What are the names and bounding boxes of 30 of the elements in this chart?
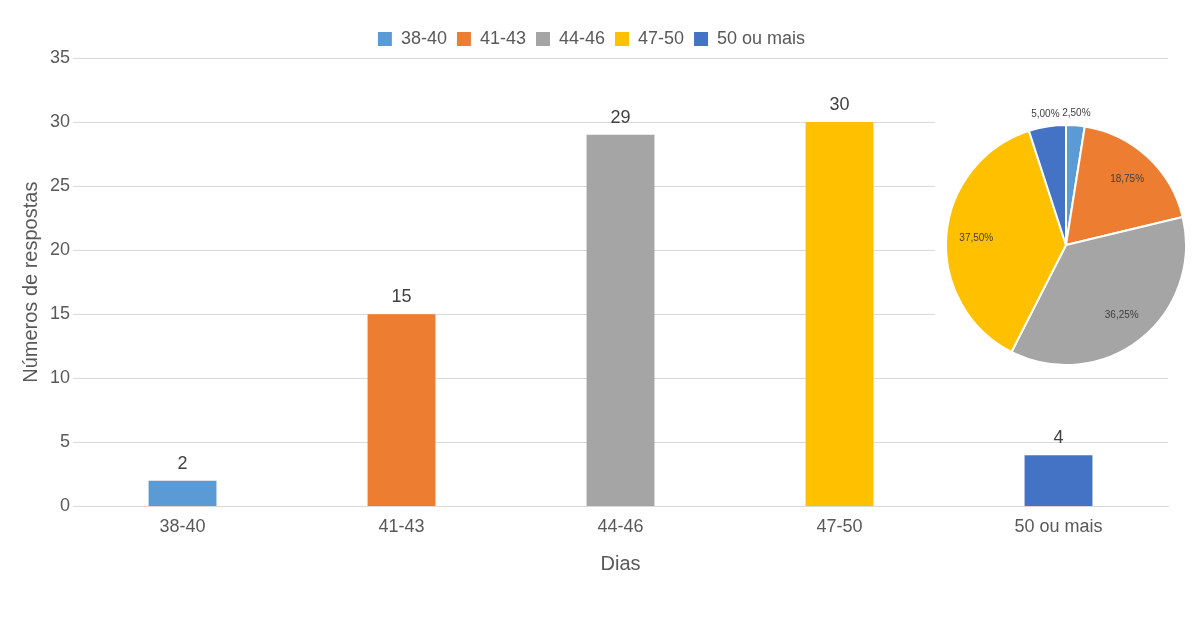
data-label: 18,75% [1110, 172, 1145, 184]
x-tick-label: 41-43 [378, 516, 425, 537]
y-tick-label: 35 [49, 46, 71, 67]
legend-label: 47-50 [638, 27, 685, 48]
x-tick-label: 50 ou mais [1014, 516, 1103, 537]
legend-label: 44-46 [558, 27, 606, 48]
data-label: 5,00% [1031, 108, 1060, 120]
x-tick-label: 44-46 [597, 516, 644, 537]
data-label: 2,50% [1062, 107, 1091, 119]
data-label: 4 [1053, 427, 1064, 448]
y-tick-label: 10 [49, 367, 71, 388]
x-tick-label: 38-40 [159, 516, 206, 537]
legend-label: 38-40 [400, 27, 447, 48]
legend-label: 50 ou mais [717, 27, 806, 48]
x-tick-label: 47-50 [816, 516, 863, 537]
y-tick-label: 25 [49, 175, 71, 196]
x-axis-title: Dias [600, 551, 641, 574]
data-label: 15 [391, 286, 412, 307]
y-tick-label: 15 [49, 303, 71, 324]
data-label: 36,25% [1104, 309, 1139, 321]
y-tick-label: 20 [49, 239, 71, 260]
data-label: 29 [610, 106, 631, 127]
legend-label: 41-43 [479, 27, 526, 48]
y-tick-label: 5 [60, 431, 71, 452]
y-tick-label: 30 [49, 111, 71, 132]
data-label: 2 [177, 452, 188, 473]
data-label: 37,50% [959, 231, 994, 243]
data-label: 30 [829, 94, 850, 115]
y-axis-title: Números de respostas [18, 181, 41, 383]
y-tick-label: 0 [60, 495, 71, 516]
